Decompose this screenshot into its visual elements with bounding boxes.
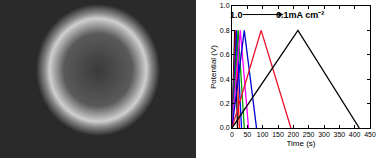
svg-text:450: 450 (364, 131, 376, 138)
svg-text:150: 150 (272, 131, 284, 138)
svg-text:0.1mA cm⁻²: 0.1mA cm⁻² (276, 10, 324, 20)
svg-text:0.6: 0.6 (220, 51, 230, 58)
svg-text:Potential (V): Potential (V) (209, 45, 218, 89)
svg-text:200: 200 (287, 131, 299, 138)
svg-text:Time (s): Time (s) (286, 139, 315, 148)
svg-text:250: 250 (303, 131, 315, 138)
svg-text:300: 300 (318, 131, 330, 138)
svg-text:1.0: 1.0 (230, 10, 243, 20)
svg-text:50: 50 (243, 131, 251, 138)
svg-text:1.0: 1.0 (220, 2, 230, 9)
svg-text:0.4: 0.4 (220, 76, 230, 83)
svg-text:0.0: 0.0 (220, 124, 230, 131)
svg-text:350: 350 (333, 131, 345, 138)
svg-text:400: 400 (349, 131, 361, 138)
svg-text:0.2: 0.2 (220, 100, 230, 107)
svg-text:0: 0 (230, 131, 234, 138)
svg-text:100: 100 (257, 131, 269, 138)
svg-text:0.8: 0.8 (220, 27, 230, 34)
